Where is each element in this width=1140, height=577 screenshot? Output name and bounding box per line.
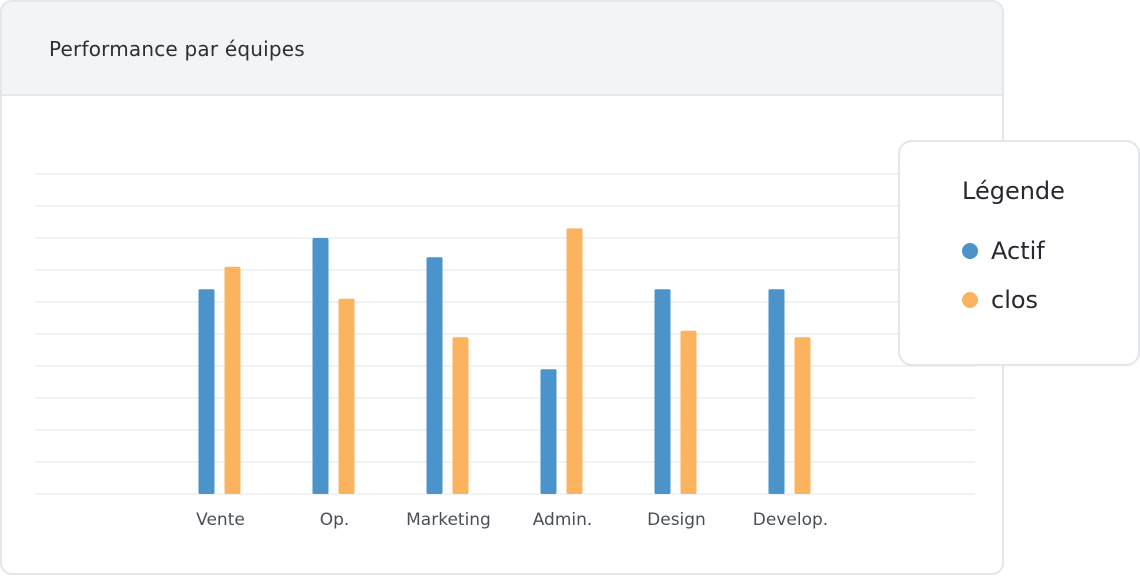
legend-panel: Légende Actif clos: [898, 140, 1140, 366]
bar-clos-2: [452, 337, 469, 494]
legend-dot-actif: [962, 243, 978, 259]
bar-actif-5: [768, 289, 785, 494]
chart-card: Performance par équipes Vente Op. Marketin…: [0, 0, 1004, 575]
legend-label-clos: clos: [991, 286, 1039, 314]
bar-actif-1: [312, 238, 329, 494]
x-tick-label: Vente: [196, 510, 245, 530]
x-tick-label: Design: [647, 510, 706, 530]
bar-actif-3: [540, 369, 557, 494]
bar-clos-3: [566, 228, 583, 494]
legend-title: Légende: [962, 177, 1065, 205]
bar-clos-5: [794, 337, 811, 494]
bar-actif-0: [198, 289, 215, 494]
x-tick-label: Op.: [320, 510, 350, 530]
bar-clos-0: [224, 266, 241, 494]
legend-item-actif: Actif: [962, 236, 1045, 266]
bar-actif-4: [654, 289, 671, 494]
bar-chart: Vente Op. Marketing Admin. Design Develop.: [35, 173, 975, 530]
bar-actif-2: [426, 257, 443, 494]
bar-clos-4: [680, 330, 697, 494]
legend-item-clos: clos: [962, 285, 1038, 315]
legend-label-actif: Actif: [991, 237, 1045, 265]
card-title: Performance par équipes: [49, 37, 305, 61]
bar-clos-1: [338, 298, 355, 494]
x-tick-label: Develop.: [753, 510, 828, 530]
x-tick-label: Marketing: [406, 510, 491, 530]
legend-dot-clos: [962, 292, 978, 308]
card-header: [2, 2, 1002, 96]
x-tick-label: Admin.: [533, 510, 593, 530]
